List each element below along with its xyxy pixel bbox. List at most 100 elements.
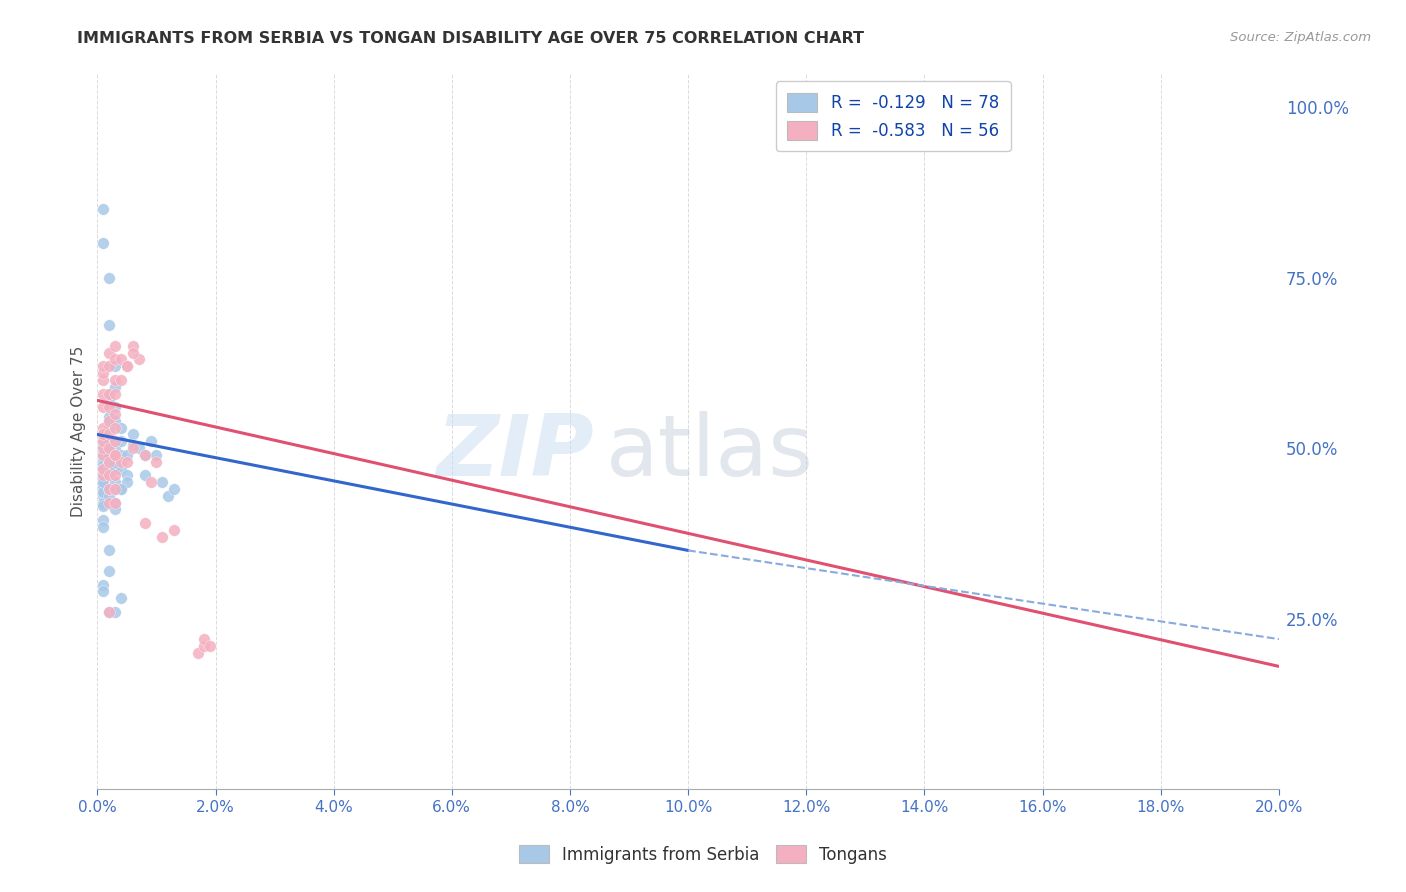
Point [98, 359, 121, 374]
Point [98, 448, 121, 462]
Y-axis label: Disability Age Over 75: Disability Age Over 75 [72, 345, 86, 516]
Point [104, 373, 127, 387]
Point [98, 386, 121, 401]
Point [91, 434, 114, 449]
Point [104, 352, 127, 367]
Point [91, 386, 114, 401]
Point [91, 455, 114, 469]
Point [91, 499, 114, 513]
Point [115, 359, 138, 374]
Point [145, 448, 167, 462]
Point [98, 605, 121, 619]
Point [115, 359, 138, 374]
Point [115, 475, 138, 490]
Point [104, 482, 127, 496]
Point [193, 639, 215, 653]
Point [104, 407, 127, 421]
Point [91, 482, 114, 496]
Point [104, 482, 127, 496]
Point [91, 478, 114, 492]
Point [104, 386, 127, 401]
Point [104, 441, 127, 455]
Point [104, 455, 127, 469]
Point [98, 441, 121, 455]
Point [104, 502, 127, 516]
Point [91, 448, 114, 462]
Point [98, 345, 121, 359]
Point [91, 461, 114, 475]
Point [115, 468, 138, 483]
Point [128, 441, 150, 455]
Point [163, 523, 186, 537]
Point [128, 352, 150, 367]
Text: IMMIGRANTS FROM SERBIA VS TONGAN DISABILITY AGE OVER 75 CORRELATION CHART: IMMIGRANTS FROM SERBIA VS TONGAN DISABIL… [77, 31, 865, 46]
Point [104, 448, 127, 462]
Point [91, 458, 114, 472]
Point [91, 577, 114, 591]
Point [157, 489, 180, 503]
Point [121, 438, 143, 452]
Point [91, 441, 114, 455]
Point [110, 434, 132, 449]
Point [139, 434, 162, 449]
Point [104, 496, 127, 510]
Point [91, 441, 114, 455]
Point [91, 434, 114, 449]
Point [110, 420, 132, 434]
Point [110, 591, 132, 606]
Point [104, 448, 127, 462]
Point [98, 482, 121, 496]
Point [91, 496, 114, 510]
Point [104, 420, 127, 434]
Point [193, 632, 215, 646]
Point [91, 465, 114, 479]
Point [91, 513, 114, 527]
Point [98, 441, 121, 455]
Point [91, 468, 114, 483]
Point [91, 451, 114, 466]
Point [145, 455, 167, 469]
Point [91, 373, 114, 387]
Point [104, 400, 127, 414]
Point [91, 485, 114, 500]
Point [98, 414, 121, 428]
Point [91, 427, 114, 442]
Point [98, 318, 121, 333]
Point [91, 461, 114, 475]
Point [115, 455, 138, 469]
Point [110, 482, 132, 496]
Point [110, 482, 132, 496]
Point [98, 543, 121, 558]
Point [121, 339, 143, 353]
Point [91, 427, 114, 442]
Point [150, 530, 173, 544]
Point [91, 444, 114, 458]
Point [98, 489, 121, 503]
Point [98, 465, 121, 479]
Point [104, 414, 127, 428]
Point [91, 366, 114, 380]
Point [98, 400, 121, 414]
Point [110, 461, 132, 475]
Point [98, 605, 121, 619]
Point [198, 639, 221, 653]
Point [91, 448, 114, 462]
Point [91, 468, 114, 483]
Point [104, 448, 127, 462]
Point [104, 380, 127, 394]
Point [98, 393, 121, 408]
Point [134, 448, 156, 462]
Point [98, 420, 121, 434]
Point [134, 448, 156, 462]
Point [104, 468, 127, 483]
Point [121, 345, 143, 359]
Point [98, 458, 121, 472]
Point [98, 448, 121, 462]
Point [139, 475, 162, 490]
Point [91, 472, 114, 486]
Point [110, 352, 132, 367]
Point [134, 516, 156, 530]
Text: ZIP: ZIP [436, 411, 593, 494]
Point [91, 202, 114, 217]
Point [91, 489, 114, 503]
